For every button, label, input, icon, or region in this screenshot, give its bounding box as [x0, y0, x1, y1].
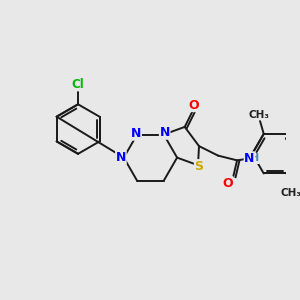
Text: N: N	[160, 126, 170, 139]
Text: CH₃: CH₃	[281, 188, 300, 197]
Text: CH₃: CH₃	[248, 110, 269, 120]
Text: S: S	[194, 160, 203, 173]
Text: O: O	[188, 98, 199, 112]
Text: N: N	[244, 152, 255, 165]
Text: N: N	[116, 151, 126, 164]
Text: H: H	[250, 154, 259, 164]
Text: N: N	[131, 127, 141, 140]
Text: O: O	[222, 177, 233, 190]
Text: Cl: Cl	[72, 78, 84, 91]
